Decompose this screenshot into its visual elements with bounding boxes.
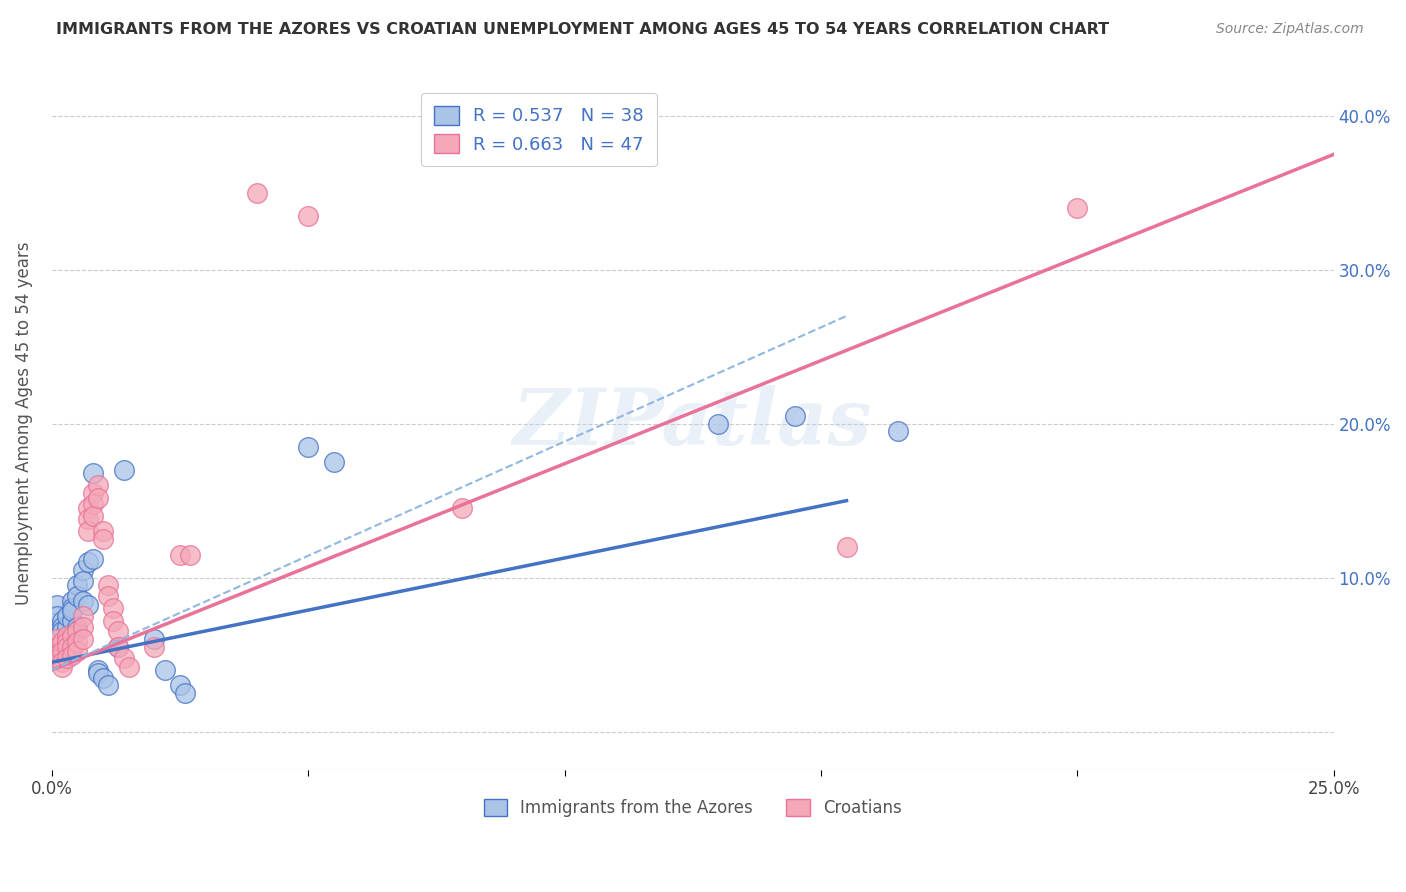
Point	[82, 552, 104, 566]
Point	[91, 532, 114, 546]
Point	[82, 509, 104, 524]
Point	[112, 463, 135, 477]
Point	[76, 512, 98, 526]
Point	[60, 593, 83, 607]
Point	[97, 578, 120, 592]
Point	[76, 599, 98, 613]
Point	[97, 589, 120, 603]
Point	[246, 186, 269, 200]
Point	[45, 648, 67, 662]
Point	[66, 644, 89, 658]
Text: IMMIGRANTS FROM THE AZORES VS CROATIAN UNEMPLOYMENT AMONG AGES 45 TO 54 YEARS CO: IMMIGRANTS FROM THE AZORES VS CROATIAN U…	[56, 22, 1109, 37]
Point	[143, 632, 166, 647]
Point	[76, 524, 98, 539]
Point	[72, 563, 94, 577]
Point	[56, 635, 79, 649]
Point	[143, 640, 166, 654]
Point	[118, 660, 141, 674]
Point	[297, 440, 319, 454]
Point	[112, 650, 135, 665]
Point	[66, 624, 89, 639]
Point	[60, 648, 83, 662]
Point	[76, 555, 98, 569]
Point	[103, 601, 125, 615]
Point	[56, 629, 79, 643]
Point	[45, 640, 67, 654]
Point	[72, 574, 94, 588]
Point	[97, 678, 120, 692]
Point	[169, 548, 191, 562]
Point	[82, 486, 104, 500]
Point	[51, 660, 73, 674]
Point	[56, 629, 79, 643]
Point	[82, 497, 104, 511]
Point	[56, 650, 79, 665]
Point	[45, 632, 67, 647]
Point	[66, 624, 89, 639]
Point	[66, 635, 89, 649]
Point	[1066, 201, 1088, 215]
Point	[322, 455, 344, 469]
Legend: Immigrants from the Azores, Croatians: Immigrants from the Azores, Croatians	[477, 792, 908, 824]
Point	[153, 663, 176, 677]
Point	[45, 609, 67, 624]
Point	[51, 620, 73, 634]
Point	[835, 540, 858, 554]
Point	[107, 624, 129, 639]
Point	[169, 678, 191, 692]
Point	[107, 640, 129, 654]
Point	[60, 640, 83, 654]
Point	[51, 624, 73, 639]
Point	[51, 635, 73, 649]
Text: Source: ZipAtlas.com: Source: ZipAtlas.com	[1216, 22, 1364, 37]
Point	[66, 589, 89, 603]
Point	[76, 501, 98, 516]
Point	[107, 640, 129, 654]
Point	[87, 478, 110, 492]
Point	[87, 491, 110, 505]
Point	[45, 599, 67, 613]
Point	[174, 686, 197, 700]
Point	[51, 644, 73, 658]
Point	[72, 620, 94, 634]
Point	[60, 629, 83, 643]
Point	[87, 666, 110, 681]
Point	[91, 524, 114, 539]
Point	[72, 593, 94, 607]
Point	[51, 614, 73, 628]
Point	[451, 501, 474, 516]
Text: ZIPatlas: ZIPatlas	[513, 385, 872, 462]
Point	[179, 548, 201, 562]
Point	[785, 409, 807, 423]
Point	[103, 614, 125, 628]
Point	[45, 650, 67, 665]
Point	[82, 466, 104, 480]
Point	[56, 609, 79, 624]
Point	[72, 609, 94, 624]
Point	[297, 209, 319, 223]
Point	[72, 632, 94, 647]
Point	[66, 620, 89, 634]
Point	[707, 417, 730, 431]
Point	[91, 671, 114, 685]
Point	[887, 425, 910, 439]
Point	[51, 655, 73, 669]
Point	[87, 663, 110, 677]
Point	[60, 614, 83, 628]
Point	[60, 601, 83, 615]
Point	[66, 578, 89, 592]
Point	[60, 605, 83, 619]
Y-axis label: Unemployment Among Ages 45 to 54 years: Unemployment Among Ages 45 to 54 years	[15, 242, 32, 606]
Point	[56, 620, 79, 634]
Point	[56, 640, 79, 654]
